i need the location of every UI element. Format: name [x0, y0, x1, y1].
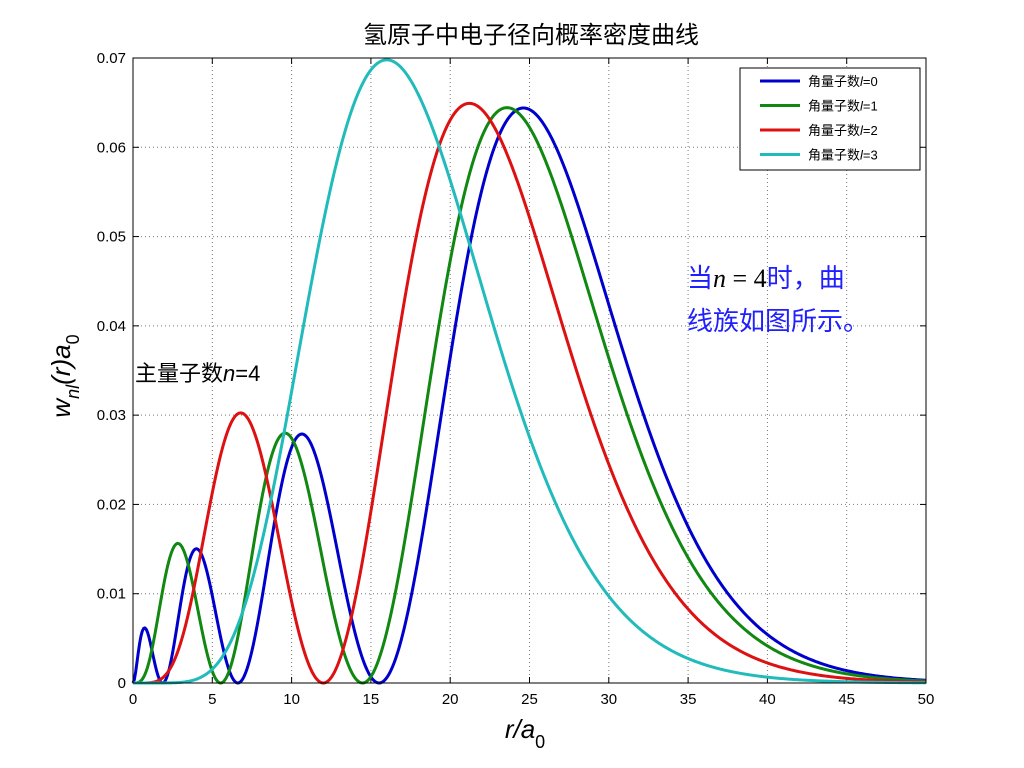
- y-axis-label-main: w: [46, 397, 76, 418]
- note-line1-d: 时，曲: [767, 264, 845, 294]
- y-tick-label: 0.07: [97, 50, 126, 67]
- x-tick-label: 10: [283, 691, 300, 708]
- y-axis-label-sub2: 0: [63, 334, 83, 344]
- note-line1-a: 当: [687, 264, 713, 294]
- x-tick-label: 5: [208, 691, 216, 708]
- y-tick-label: 0.05: [97, 229, 126, 246]
- x-axis-label-main: r/a: [505, 714, 535, 744]
- plot-frame: [132, 57, 927, 684]
- y-tick-label: 0: [118, 675, 126, 692]
- x-tick-label: 25: [521, 691, 538, 708]
- series-line-l0: [131, 106, 927, 685]
- y-axis-label: wnl(r)a0: [46, 334, 83, 417]
- x-tick-label: 50: [918, 691, 935, 708]
- note-line-1: 当n = 4时，曲: [687, 264, 845, 294]
- y-axis-label-mid: (r)a: [46, 344, 76, 384]
- series-line-l1: [132, 106, 927, 685]
- y-tick-label: 0.01: [97, 586, 126, 603]
- legend-label-l2: 角量子数l=2: [808, 123, 878, 139]
- x-tick-label: 40: [759, 691, 776, 708]
- note-line1-b: n: [713, 264, 726, 293]
- chart-title: 氢原子中电子径向概率密度曲线: [363, 21, 699, 49]
- svg-text:wnl(r)a0: wnl(r)a0: [46, 334, 83, 417]
- n-label-var: n: [223, 361, 235, 386]
- series-line-l3: [132, 58, 927, 685]
- legend-label-l1: 角量子数l=1: [808, 99, 878, 115]
- legend-label-l3: 角量子数l=3: [808, 148, 878, 164]
- x-tick-label: 45: [838, 691, 855, 708]
- x-axis-label-sub: 0: [535, 732, 545, 752]
- note-line1-c: = 4: [726, 264, 767, 293]
- n-label-suffix: =4: [235, 361, 260, 386]
- x-tick-label: 35: [680, 691, 697, 708]
- legend: 角量子数l=0 角量子数l=1 角量子数l=2 角量子数l=3: [739, 67, 921, 171]
- y-tick-label: 0.04: [97, 318, 126, 335]
- x-tick-labels: 0 5 10 15 20 25 30 35 40 45 50: [129, 691, 935, 708]
- x-tick-label: 30: [600, 691, 617, 708]
- y-tick-label: 0.03: [97, 407, 126, 424]
- principal-quantum-number-label: 主量子数n=4: [135, 361, 260, 387]
- x-tick-label: 15: [363, 691, 380, 708]
- y-tick-label: 0.02: [97, 496, 126, 513]
- y-tick-label: 0.06: [97, 139, 126, 156]
- legend-label-l0: 角量子数l=0: [808, 74, 878, 90]
- y-axis-label-sub1: nl: [63, 384, 83, 399]
- curve-group: [131, 58, 927, 685]
- x-tick-label: 0: [129, 691, 137, 708]
- series-line-l2: [132, 101, 927, 685]
- x-tick-label: 20: [442, 691, 459, 708]
- x-axis-label: r/a0: [505, 714, 545, 752]
- n-label-prefix: 主量子数: [135, 362, 223, 387]
- y-tick-labels: 0 0.01 0.02 0.03 0.04 0.05 0.06 0.07: [97, 50, 126, 692]
- note-line-2: 线族如图所示。: [687, 307, 869, 337]
